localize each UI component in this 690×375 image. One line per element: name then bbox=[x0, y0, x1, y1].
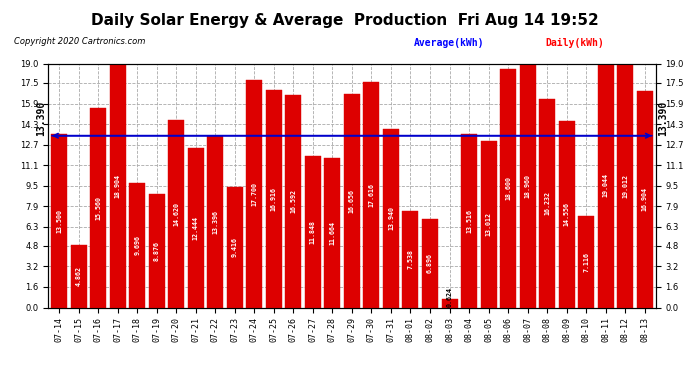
Text: 18.600: 18.600 bbox=[505, 176, 511, 200]
Text: 14.556: 14.556 bbox=[564, 202, 570, 226]
Text: 18.960: 18.960 bbox=[524, 174, 531, 198]
Text: 0.624: 0.624 bbox=[446, 287, 453, 307]
Bar bbox=[207, 136, 224, 308]
Bar bbox=[442, 300, 457, 307]
Text: 7.116: 7.116 bbox=[583, 252, 589, 272]
Bar bbox=[344, 94, 360, 308]
Text: 13.390: 13.390 bbox=[658, 100, 668, 136]
Text: 9.696: 9.696 bbox=[134, 235, 140, 255]
Text: 11.848: 11.848 bbox=[310, 219, 316, 243]
Text: 12.444: 12.444 bbox=[193, 216, 199, 240]
Bar bbox=[637, 91, 653, 308]
Text: 11.664: 11.664 bbox=[329, 220, 335, 245]
Text: 16.592: 16.592 bbox=[290, 189, 296, 213]
Bar bbox=[246, 80, 262, 308]
Bar bbox=[383, 129, 399, 308]
Text: Daily Solar Energy & Average  Production  Fri Aug 14 19:52: Daily Solar Energy & Average Production … bbox=[91, 13, 599, 28]
Text: 14.620: 14.620 bbox=[173, 202, 179, 226]
Text: 13.390: 13.390 bbox=[36, 100, 46, 136]
Bar bbox=[168, 120, 184, 308]
Bar bbox=[520, 64, 535, 308]
Bar bbox=[461, 134, 477, 308]
Bar bbox=[539, 99, 555, 308]
Text: 19.044: 19.044 bbox=[602, 173, 609, 197]
Text: 7.538: 7.538 bbox=[408, 249, 413, 269]
Text: 13.516: 13.516 bbox=[466, 209, 472, 233]
Text: 16.232: 16.232 bbox=[544, 191, 550, 215]
Bar bbox=[364, 81, 380, 308]
Text: 16.656: 16.656 bbox=[349, 189, 355, 213]
Bar bbox=[90, 108, 106, 308]
Bar bbox=[51, 134, 67, 308]
Text: 19.012: 19.012 bbox=[622, 174, 628, 198]
Text: 16.904: 16.904 bbox=[642, 187, 648, 211]
Bar bbox=[266, 90, 282, 308]
Text: 18.904: 18.904 bbox=[115, 174, 121, 198]
Bar bbox=[110, 65, 126, 308]
Bar bbox=[480, 141, 497, 308]
Bar bbox=[148, 194, 165, 308]
Bar bbox=[286, 94, 302, 308]
Text: 13.012: 13.012 bbox=[486, 212, 491, 236]
Text: 15.560: 15.560 bbox=[95, 196, 101, 220]
Bar bbox=[188, 148, 204, 308]
Text: 9.416: 9.416 bbox=[232, 237, 238, 257]
Text: 17.616: 17.616 bbox=[368, 183, 375, 207]
Text: 4.862: 4.862 bbox=[76, 266, 81, 286]
Text: 13.396: 13.396 bbox=[213, 210, 218, 234]
Text: Daily(kWh): Daily(kWh) bbox=[545, 38, 604, 48]
Text: Average(kWh): Average(kWh) bbox=[414, 38, 484, 48]
Text: 13.940: 13.940 bbox=[388, 206, 394, 230]
Bar bbox=[559, 121, 575, 308]
Text: 16.916: 16.916 bbox=[270, 187, 277, 211]
Text: 8.876: 8.876 bbox=[154, 241, 159, 261]
Text: 6.896: 6.896 bbox=[427, 253, 433, 273]
Bar bbox=[500, 69, 516, 308]
Text: 17.700: 17.700 bbox=[251, 182, 257, 206]
Text: Copyright 2020 Cartronics.com: Copyright 2020 Cartronics.com bbox=[14, 38, 145, 46]
Bar bbox=[618, 64, 633, 308]
Bar bbox=[305, 156, 321, 308]
Bar bbox=[129, 183, 145, 308]
Bar bbox=[324, 158, 340, 308]
Bar bbox=[422, 219, 438, 308]
Bar bbox=[402, 211, 418, 308]
Bar bbox=[578, 216, 594, 308]
Bar bbox=[70, 245, 86, 308]
Bar bbox=[598, 63, 613, 308]
Bar bbox=[227, 187, 243, 308]
Text: 13.500: 13.500 bbox=[56, 209, 62, 233]
